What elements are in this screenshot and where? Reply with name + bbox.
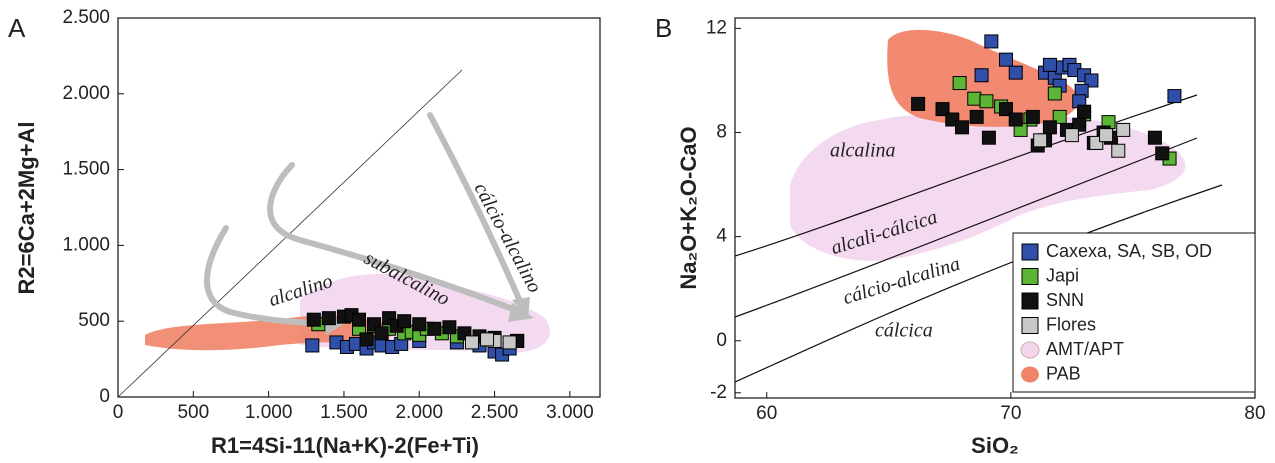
y-tick-label: 0	[716, 330, 727, 351]
x-tick-label: 1.000	[245, 402, 293, 423]
data-point	[955, 120, 970, 135]
y-tick-label: 12	[706, 17, 727, 38]
arrow-heads	[324, 297, 534, 335]
data-point	[967, 91, 982, 106]
x-tick-label: 500	[177, 402, 209, 423]
data-point	[480, 332, 495, 347]
data-point	[1052, 109, 1067, 124]
x-tick-label: 1.500	[320, 402, 368, 423]
legend-swatch	[1020, 341, 1040, 359]
data-point	[1084, 73, 1099, 88]
data-point	[1008, 65, 1023, 80]
data-point	[305, 338, 320, 353]
x-tick-label: 3.000	[546, 402, 594, 423]
legend-label: PAB	[1046, 363, 1081, 383]
data-point	[1155, 146, 1170, 161]
y-tick-label: 1.000	[62, 234, 110, 255]
panel-label: A	[8, 13, 26, 43]
data-point	[1025, 109, 1040, 124]
legend-label: Japi	[1046, 265, 1079, 285]
data-point	[1064, 128, 1079, 143]
data-point	[502, 335, 517, 350]
data-point	[427, 321, 442, 336]
data-point	[1116, 122, 1131, 137]
data-point	[1008, 112, 1023, 127]
legend-box	[1012, 232, 1256, 393]
data-point	[1042, 57, 1057, 72]
data-point	[442, 320, 457, 335]
data-point	[998, 52, 1013, 67]
data-point	[1099, 128, 1114, 143]
y-tick-label: 1.500	[62, 159, 110, 180]
trend-arrows	[203, 112, 525, 327]
data-point	[352, 312, 366, 327]
x-tick-label: 60	[756, 403, 777, 424]
data-point	[359, 332, 374, 347]
data-point	[1033, 133, 1048, 148]
data-point	[979, 94, 994, 109]
legend-swatch	[1021, 317, 1039, 334]
data-point	[1147, 130, 1162, 145]
y-tick-label: -2	[710, 382, 727, 403]
data-point	[998, 102, 1013, 117]
data-point	[969, 109, 984, 124]
plot-frame	[734, 17, 1256, 399]
data-point	[1047, 86, 1062, 101]
legend-label: Caxexa, SA, SB, OD	[1046, 241, 1212, 261]
panel-label: B	[655, 13, 672, 43]
boundary-lines	[734, 94, 1223, 383]
data-point	[397, 314, 412, 329]
y-tick-label: 0	[99, 386, 110, 407]
annotation: alcalina	[830, 140, 896, 162]
y-axis-label: R2=6Ca+2Mg+Al	[14, 121, 39, 294]
x-tick-label: 2.000	[395, 402, 443, 423]
data-point	[306, 312, 321, 327]
data-point	[412, 317, 427, 332]
y-tick-label: 4	[716, 226, 727, 247]
data-point	[974, 68, 989, 83]
data-point	[935, 102, 950, 117]
annotation: cálcio-alcalina	[840, 253, 962, 309]
data-point	[911, 96, 926, 111]
data-point	[984, 34, 999, 49]
data-point	[1077, 104, 1092, 119]
data-point	[374, 326, 389, 341]
y-tick-label: 500	[78, 310, 110, 331]
y-tick-label: 8	[716, 122, 727, 143]
legend-label: Flores	[1046, 314, 1096, 334]
legend-label: AMT/APT	[1046, 339, 1124, 359]
legend-swatch	[1021, 366, 1039, 383]
data-point	[464, 335, 479, 350]
y-tick-label: 2.500	[62, 7, 110, 28]
data-point	[1167, 89, 1182, 104]
x-axis-label: R1=4Si-11(Na+K)-2(Fe+Ti)	[211, 433, 479, 458]
legend-swatch	[1021, 243, 1039, 261]
x-tick-label: 0	[113, 402, 124, 423]
x-tick-label: 2.500	[471, 402, 519, 423]
data-point	[1042, 120, 1057, 135]
y-tick-label: 2.000	[62, 83, 110, 104]
x-axis-label: SiO₂	[971, 433, 1019, 458]
x-tick-label: 80	[1244, 403, 1265, 424]
data-point	[1111, 143, 1126, 158]
y-axis-label: Na₂O+K₂O-CaO	[676, 126, 701, 289]
legend-swatch	[1021, 268, 1039, 285]
region-field	[790, 114, 1186, 261]
plot-frame	[117, 17, 601, 398]
data-point	[952, 76, 967, 91]
data-point	[981, 130, 996, 145]
x-tick-label: 70	[1000, 403, 1021, 424]
legend-swatch	[1021, 292, 1039, 310]
legend-label: SNN	[1046, 290, 1084, 310]
data-point	[321, 311, 336, 326]
annotation: cálcica	[875, 320, 933, 342]
